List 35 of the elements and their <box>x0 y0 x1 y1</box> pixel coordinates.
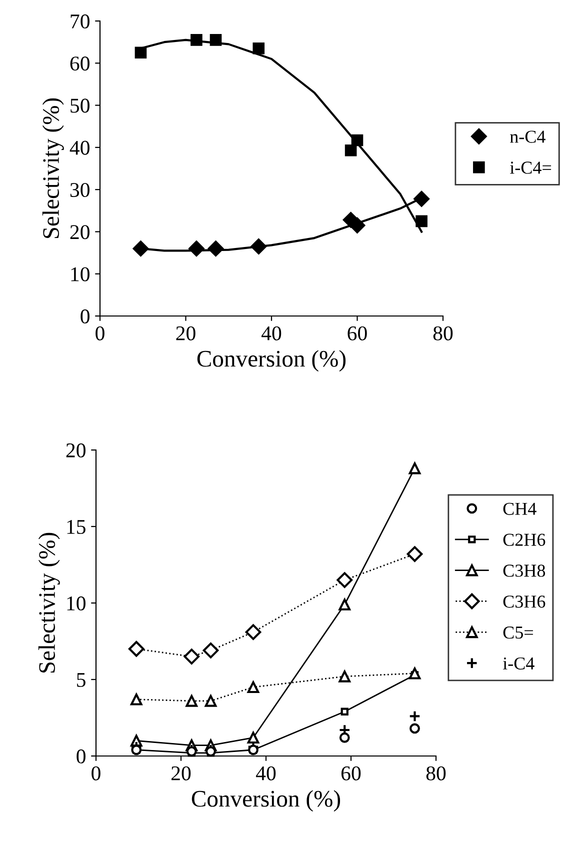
y-axis-title: Selectivity (%) <box>42 98 64 238</box>
y-axis-title: Selectivity (%) <box>38 532 60 673</box>
y-tick-label: 60 <box>70 56 90 71</box>
x-tick-label: 40 <box>261 326 282 340</box>
y-tick-label: 0 <box>80 309 90 324</box>
legend-label: C3H6 <box>503 596 546 608</box>
x-tick-label: 0 <box>96 326 104 340</box>
x-tick-label: 20 <box>172 766 191 780</box>
legend-label: i-C4 <box>502 657 534 670</box>
y-tick-label: 30 <box>70 182 90 198</box>
x-axis-title: Conversion (%) <box>192 790 340 812</box>
y-tick-label: 15 <box>67 520 86 534</box>
x-tick-label: 40 <box>256 766 276 780</box>
x-tick-label: 20 <box>176 326 196 340</box>
legend-label: C2H6 <box>503 534 546 546</box>
legend-label: CH4 <box>503 502 536 515</box>
x-tick-label: 60 <box>341 766 361 780</box>
y-tick-label: 5 <box>77 673 86 687</box>
y-tick-label: 20 <box>66 443 86 458</box>
y-tick-label: 70 <box>70 14 90 28</box>
legend-label: C5= <box>503 626 533 639</box>
x-tick-label: 60 <box>348 326 367 340</box>
y-tick-label: 40 <box>70 140 90 155</box>
y-tick-label: 50 <box>70 98 90 113</box>
legend-label: i-C4= <box>510 162 552 174</box>
legend-label: n-C4 <box>510 130 546 143</box>
legend-label: C3H8 <box>503 564 546 577</box>
y-tick-label: 10 <box>71 267 90 282</box>
x-tick-label: 0 <box>92 766 100 780</box>
y-tick-label: 0 <box>76 749 86 764</box>
y-tick-label: 10 <box>67 596 86 610</box>
y-tick-label: 20 <box>70 225 90 240</box>
x-tick-label: 80 <box>433 326 453 340</box>
x-axis-title: Conversion (%) <box>197 350 346 372</box>
x-tick-label: 80 <box>426 766 446 780</box>
